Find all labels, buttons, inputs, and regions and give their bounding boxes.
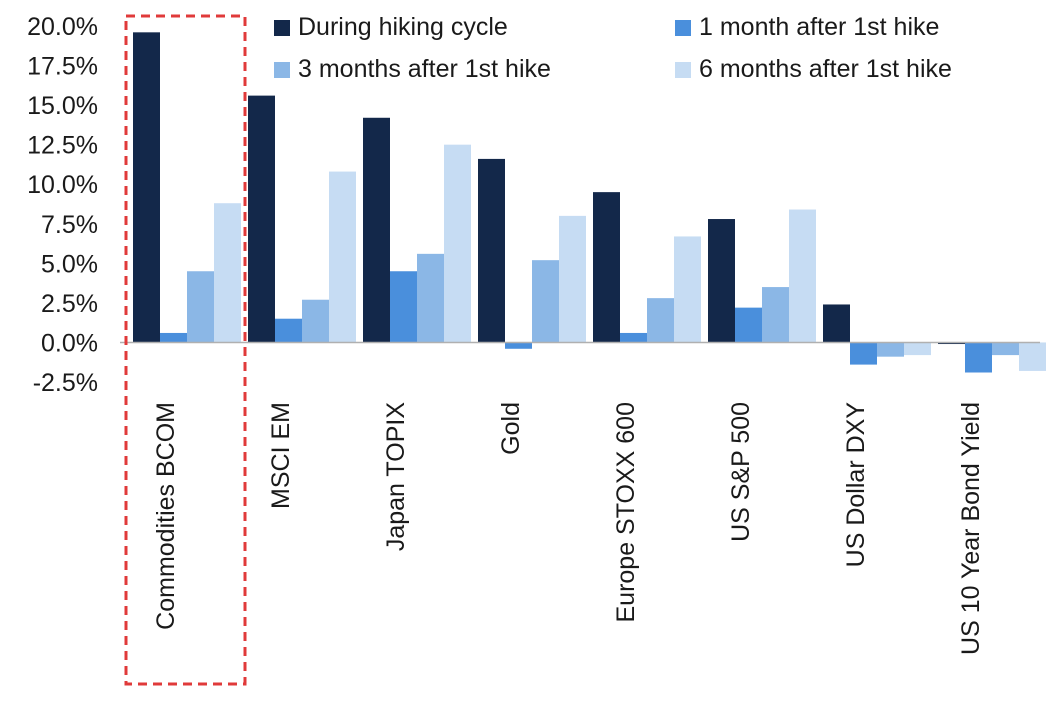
category-label: MSCI EM — [267, 402, 295, 509]
legend-swatch — [274, 20, 290, 36]
category-label: Japan TOPIX — [382, 402, 410, 551]
bar-4-5 — [674, 236, 701, 343]
bar-2-2 — [275, 318, 302, 343]
bar-4-3 — [444, 144, 471, 343]
bar-3-3 — [417, 253, 444, 343]
bar-2-7 — [850, 342, 877, 365]
y-tick-label: 17.5% — [27, 53, 98, 81]
bar-4-7 — [904, 342, 931, 356]
y-tick-label: 12.5% — [27, 132, 98, 160]
category-label: US Dollar DXY — [842, 402, 870, 568]
y-tick-label: 15.0% — [27, 92, 98, 120]
bar-3-6 — [762, 287, 789, 343]
bar-3-5 — [647, 298, 674, 343]
bars — [133, 32, 1046, 373]
bar-3-2 — [302, 299, 329, 343]
bar-2-3 — [390, 271, 417, 343]
bar-2-8 — [965, 342, 992, 373]
legend: During hiking cycle 1 month after 1st hik… — [274, 13, 952, 83]
bar-1-2 — [248, 95, 275, 343]
highlight-box — [124, 14, 247, 686]
legend-swatch — [274, 62, 290, 78]
bar-1-6 — [708, 219, 735, 343]
legend-label: During hiking cycle — [298, 13, 508, 41]
category-label: US S&P 500 — [727, 402, 755, 542]
bar-2-4 — [505, 342, 532, 349]
bar-1-3 — [363, 117, 390, 343]
category-label: Europe STOXX 600 — [612, 402, 640, 623]
legend-swatch — [675, 20, 691, 36]
y-tick-label: 10.0% — [27, 171, 98, 199]
bar-3-4 — [532, 260, 559, 343]
bar-3-8 — [992, 342, 1019, 356]
y-tick-label: 5.0% — [41, 250, 98, 278]
bar-4-6 — [789, 209, 816, 343]
bar-1-1 — [133, 32, 160, 343]
y-axis: 20.0% 17.5% 15.0% 12.5% 10.0% 7.5% 5.0% 2.5% 0.0… — [27, 13, 98, 397]
bar-3-7 — [877, 342, 904, 357]
bar-1-4 — [478, 158, 505, 343]
y-tick-label: 7.5% — [41, 211, 98, 239]
bar-3-1 — [187, 271, 214, 343]
bar-4-1 — [214, 203, 241, 343]
y-tick-label: 20.0% — [27, 13, 98, 41]
bar-4-4 — [559, 215, 586, 343]
bar-1-5 — [593, 192, 620, 343]
legend-label: 6 months after 1st hike — [699, 55, 952, 83]
category-label: Commodities BCOM — [152, 402, 180, 630]
bar-1-8 — [938, 342, 965, 345]
bar-4-2 — [329, 171, 356, 343]
y-tick-label: 2.5% — [41, 290, 98, 318]
category-labels: Commodities BCOM MSCI EM Japan TOPIX Gold Eu… — [152, 402, 985, 655]
bar-2-5 — [620, 332, 647, 343]
bar-4-8 — [1019, 342, 1046, 371]
legend-swatch — [675, 62, 691, 78]
y-tick-label: -2.5% — [33, 369, 98, 397]
bar-2-6 — [735, 307, 762, 343]
y-tick-label: 0.0% — [41, 329, 98, 357]
bar-2-1 — [160, 332, 187, 343]
legend-label: 1 month after 1st hike — [699, 13, 939, 41]
category-label: US 10 Year Bond Yield — [957, 402, 985, 655]
category-label: Gold — [497, 402, 525, 455]
bar-1-7 — [823, 304, 850, 343]
legend-label: 3 months after 1st hike — [298, 55, 551, 83]
